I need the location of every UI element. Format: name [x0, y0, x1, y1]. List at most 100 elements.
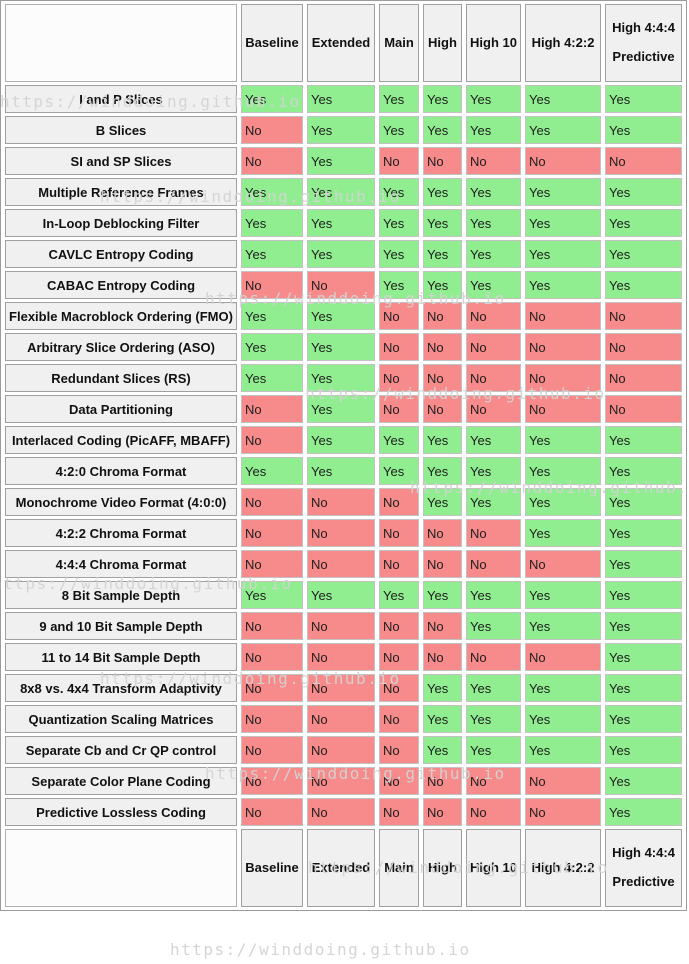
feature-value-cell: No — [379, 736, 419, 764]
feature-value-cell: Yes — [307, 116, 375, 144]
feature-value-cell: No — [525, 767, 601, 795]
row-label: I and P Slices — [5, 85, 237, 113]
feature-value-cell: Yes — [525, 85, 601, 113]
feature-value-cell: No — [241, 643, 303, 671]
profile-feature-table: Baseline Extended Main High High 10 High 4:2:… — [0, 0, 687, 911]
feature-value-cell: Yes — [466, 116, 521, 144]
row-label: CABAC Entropy Coding — [5, 271, 237, 299]
feature-value-cell: Yes — [423, 488, 462, 516]
feature-row: Arbitrary Slice Ordering (ASO) Yes Yes No No… — [5, 333, 682, 361]
feature-value-cell: Yes — [525, 209, 601, 237]
feature-value-cell: Yes — [379, 426, 419, 454]
feature-value-cell: No — [466, 519, 521, 547]
corner-cell-bottom — [5, 829, 237, 907]
feature-value-cell: Yes — [379, 209, 419, 237]
feature-value-cell: Yes — [605, 271, 682, 299]
feature-row: 4:2:2 Chroma Format No No No No No Yes Yes — [5, 519, 682, 547]
feature-value-cell: No — [525, 364, 601, 392]
feature-value-cell: No — [241, 674, 303, 702]
feature-value-cell: Yes — [525, 271, 601, 299]
feature-value-cell: Yes — [307, 581, 375, 609]
row-label: Monochrome Video Format (4:0:0) — [5, 488, 237, 516]
feature-value-cell: Yes — [241, 457, 303, 485]
feature-row: I and P Slices Yes Yes Yes Yes Yes Yes Yes — [5, 85, 682, 113]
feature-row: Data Partitioning No Yes No No No No No — [5, 395, 682, 423]
feature-value-cell: Yes — [525, 488, 601, 516]
profile-name-row: Baseline Extended Main High High 10 High 4:2:… — [5, 4, 682, 82]
feature-value-cell: No — [466, 643, 521, 671]
feature-value-cell: No — [241, 767, 303, 795]
feature-value-cell: Yes — [466, 85, 521, 113]
feature-value-cell: Yes — [241, 333, 303, 361]
feature-value-cell: Yes — [466, 426, 521, 454]
feature-value-cell: Yes — [605, 178, 682, 206]
feature-value-cell: Yes — [379, 457, 419, 485]
feature-value-cell: Yes — [466, 178, 521, 206]
feature-value-cell: No — [423, 798, 462, 826]
feature-value-cell: No — [307, 736, 375, 764]
row-label: 8 Bit Sample Depth — [5, 581, 237, 609]
feature-value-cell: No — [605, 333, 682, 361]
feature-value-cell: No — [605, 364, 682, 392]
feature-value-cell: Yes — [466, 209, 521, 237]
feature-value-cell: No — [423, 519, 462, 547]
table-footer: Baseline Extended Main High High 10 High 4:2:… — [5, 829, 682, 907]
column-header-main: Main — [379, 4, 419, 82]
feature-value-cell: No — [241, 736, 303, 764]
feature-value-cell: No — [379, 674, 419, 702]
feature-value-cell: Yes — [466, 488, 521, 516]
feature-value-cell: Yes — [307, 457, 375, 485]
row-label: Interlaced Coding (PicAFF, MBAFF) — [5, 426, 237, 454]
feature-row: Monochrome Video Format (4:0:0) No No No Yes… — [5, 488, 682, 516]
feature-value-cell: Yes — [525, 240, 601, 268]
feature-row: Separate Cb and Cr QP control No No No Yes Ye… — [5, 736, 682, 764]
row-label: SI and SP Slices — [5, 147, 237, 175]
row-label: CAVLC Entropy Coding — [5, 240, 237, 268]
feature-value-cell: Yes — [466, 612, 521, 640]
row-label: Separate Cb and Cr QP control — [5, 736, 237, 764]
feature-value-cell: Yes — [307, 426, 375, 454]
column-header-baseline: Baseline — [241, 4, 303, 82]
table-header: Baseline Extended Main High High 10 High 4:2:… — [5, 4, 682, 82]
column-header-high-4-4-4-predictive: High 4:4:4 Predictive — [605, 829, 682, 907]
feature-value-cell: Yes — [605, 240, 682, 268]
feature-value-cell: No — [379, 147, 419, 175]
feature-value-cell: No — [379, 364, 419, 392]
row-label: 11 to 14 Bit Sample Depth — [5, 643, 237, 671]
feature-value-cell: Yes — [525, 612, 601, 640]
feature-value-cell: Yes — [307, 333, 375, 361]
feature-value-cell: Yes — [379, 240, 419, 268]
feature-row: Multiple Reference Frames Yes Yes Yes Yes Yes… — [5, 178, 682, 206]
feature-value-cell: Yes — [307, 364, 375, 392]
feature-value-cell: No — [307, 488, 375, 516]
feature-value-cell: No — [241, 488, 303, 516]
feature-row: Separate Color Plane Coding No No No No No No Y… — [5, 767, 682, 795]
feature-value-cell: Yes — [605, 488, 682, 516]
feature-value-cell: No — [379, 519, 419, 547]
feature-value-cell: No — [307, 612, 375, 640]
feature-value-cell: No — [379, 798, 419, 826]
feature-value-cell: No — [241, 147, 303, 175]
column-header-high-10: High 10 — [466, 4, 521, 82]
feature-value-cell: Yes — [466, 581, 521, 609]
feature-value-cell: Yes — [605, 798, 682, 826]
feature-value-cell: No — [525, 302, 601, 330]
feature-value-cell: No — [525, 395, 601, 423]
feature-value-cell: No — [466, 333, 521, 361]
feature-value-cell: Yes — [605, 674, 682, 702]
feature-value-cell: Yes — [307, 178, 375, 206]
feature-value-cell: Yes — [423, 178, 462, 206]
row-label: Arbitrary Slice Ordering (ASO) — [5, 333, 237, 361]
row-label: Multiple Reference Frames — [5, 178, 237, 206]
feature-value-cell: Yes — [466, 271, 521, 299]
feature-value-cell: Yes — [379, 271, 419, 299]
feature-value-cell: Yes — [466, 736, 521, 764]
row-label: 4:4:4 Chroma Format — [5, 550, 237, 578]
feature-value-cell: No — [466, 767, 521, 795]
feature-value-cell: Yes — [605, 550, 682, 578]
feature-value-cell: Yes — [605, 612, 682, 640]
feature-value-cell: Yes — [307, 85, 375, 113]
feature-value-cell: Yes — [423, 240, 462, 268]
row-label: 8x8 vs. 4x4 Transform Adaptivity — [5, 674, 237, 702]
profile-name-row: Baseline Extended Main High High 10 High 4:2:… — [5, 829, 682, 907]
